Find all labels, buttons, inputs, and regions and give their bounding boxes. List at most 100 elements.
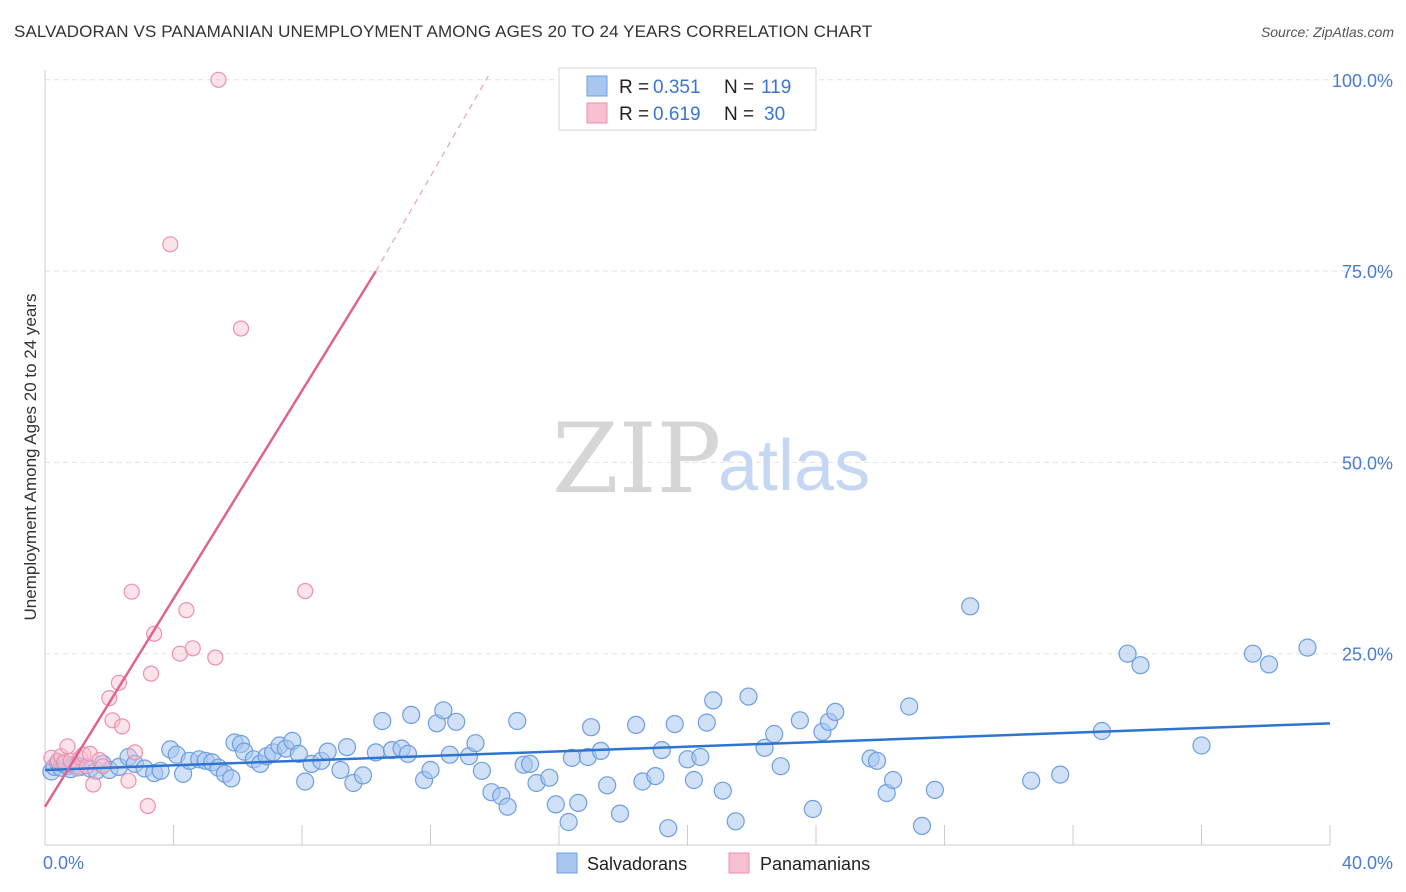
panamanians-trend-extension — [375, 75, 489, 272]
salvadoran-point-45 — [331, 760, 350, 780]
salvadoran-point-107 — [900, 697, 919, 716]
salvadoran-point-73 — [559, 812, 578, 832]
panamanians-trend-line — [43, 270, 377, 808]
salvadoran-point-96 — [765, 724, 784, 744]
legend-n-label: N = — [724, 104, 754, 125]
panamanian-point-28 — [207, 649, 224, 666]
bottom-legend-panamanians: Panamanians — [760, 854, 870, 874]
salvadoran-point-81 — [626, 715, 646, 735]
watermark: ZIP atlas — [552, 403, 870, 515]
panamanian-point-17 — [113, 718, 131, 735]
legend-r-label: R = — [619, 104, 649, 125]
salvadoran-point-119 — [1298, 638, 1317, 657]
salvadoran-point-77 — [581, 718, 601, 737]
gridlines — [45, 79, 1393, 655]
salvadoran-point-69 — [520, 754, 540, 774]
panamanian-point-21 — [139, 797, 156, 815]
y-tick-label-3: 100.0% — [1332, 71, 1393, 91]
salvadoran-point-106 — [883, 770, 903, 790]
salvadorans-points — [42, 597, 1317, 838]
legend-swatch-panamanians — [586, 102, 608, 124]
salvadoran-point-72 — [546, 795, 565, 814]
salvadoran-point-89 — [691, 747, 710, 767]
source-label: Source: ZipAtlas.com — [1260, 24, 1394, 40]
legend-r-value-salvadorans: 0.351 — [653, 77, 701, 98]
y-tick-label-1: 50.0% — [1342, 453, 1393, 473]
salvadorans-trend-line — [44, 722, 1331, 772]
bottom-legend-swatch-salvadorans — [556, 852, 578, 874]
salvadoran-point-40 — [289, 744, 308, 764]
salvadoran-point-79 — [598, 776, 617, 795]
salvadoran-point-91 — [704, 691, 723, 710]
y-tick-label-0: 25.0% — [1342, 645, 1393, 665]
salvadoran-point-117 — [1243, 644, 1263, 663]
panamanian-point-20 — [126, 744, 143, 761]
salvadoran-point-112 — [1051, 765, 1070, 784]
bottom-legend-swatch-panamanians — [728, 852, 750, 874]
legend-n-label: N = — [724, 77, 754, 98]
salvadoran-point-84 — [652, 740, 671, 760]
x-tick-label-max: 40.0% — [1342, 853, 1393, 873]
salvadoran-point-99 — [803, 799, 822, 819]
panamanian-point-22 — [142, 665, 160, 682]
salvadoran-point-97 — [771, 757, 790, 776]
salvadoran-point-67 — [508, 711, 527, 731]
legend-n-value-panamanians: 30 — [764, 104, 785, 125]
panamanian-point-31 — [297, 582, 314, 600]
salvadoran-point-41 — [296, 772, 315, 791]
salvadoran-point-92 — [713, 781, 732, 800]
panamanian-point-10 — [81, 745, 99, 763]
salvadoran-point-63 — [472, 761, 491, 780]
salvadoran-point-56 — [421, 760, 440, 780]
salvadoran-point-80 — [610, 804, 630, 823]
salvadoran-point-75 — [569, 793, 588, 813]
salvadoran-point-88 — [684, 770, 704, 790]
salvadoran-point-102 — [826, 702, 845, 722]
salvadoran-point-110 — [961, 597, 980, 616]
salvadoran-point-62 — [466, 734, 485, 753]
salvadoran-point-66 — [498, 797, 517, 816]
salvadoran-point-60 — [447, 712, 466, 731]
panamanian-point-15 — [104, 712, 121, 729]
panamanian-point-27 — [184, 640, 201, 657]
watermark-zip: ZIP — [552, 403, 721, 515]
watermark-atlas: atlas — [718, 426, 870, 506]
salvadoran-point-54 — [402, 705, 421, 725]
salvadoran-point-111 — [1022, 771, 1041, 790]
panamanian-point-26 — [178, 601, 195, 619]
bottom-legend-salvadorans: Salvadorans — [587, 854, 687, 874]
salvadoran-point-93 — [726, 812, 745, 831]
panamanian-point-18 — [120, 772, 137, 789]
salvadoran-point-109 — [925, 780, 945, 800]
salvadoran-point-94 — [739, 687, 758, 706]
chart-title: SALVADORAN VS PANAMANIAN UNEMPLOYMENT AM… — [14, 22, 873, 41]
x-tick-label-min: 0.0% — [43, 853, 84, 873]
y-tick-label-2: 75.0% — [1342, 262, 1393, 282]
trend-lines — [43, 75, 1331, 808]
legend-r-value-panamanians: 0.619 — [653, 104, 701, 125]
panamanian-point-13 — [94, 758, 111, 775]
salvadoran-point-86 — [665, 714, 684, 734]
legend-n-value-salvadorans: 119 — [761, 77, 791, 98]
salvadoran-point-44 — [318, 742, 337, 761]
panamanian-point-30 — [232, 320, 250, 337]
salvadoran-point-46 — [337, 737, 357, 757]
legend: R = 0.351 N = 119 R = 0.619 N = 30 — [558, 67, 817, 131]
salvadoran-point-115 — [1131, 656, 1150, 675]
panamanians-points — [43, 71, 314, 815]
salvadoran-point-104 — [867, 751, 887, 770]
salvadoran-point-116 — [1192, 736, 1211, 755]
legend-r-label: R = — [619, 77, 649, 98]
panamanian-point-4 — [59, 738, 76, 755]
y-axis-label: Unemployment Among Ages 20 to 24 years — [21, 294, 40, 621]
salvadoran-point-114 — [1118, 644, 1137, 663]
salvadoran-point-85 — [659, 819, 678, 838]
panamanian-point-29 — [210, 71, 227, 88]
salvadoran-point-118 — [1259, 655, 1279, 674]
panamanian-point-19 — [123, 583, 140, 600]
y-tick-labels: 25.0% 50.0% 75.0% 100.0% — [1332, 71, 1393, 665]
salvadoran-point-29 — [222, 769, 241, 788]
legend-swatch-salvadorans — [586, 75, 608, 97]
bottom-legend: Salvadorans Panamanians — [556, 852, 870, 874]
